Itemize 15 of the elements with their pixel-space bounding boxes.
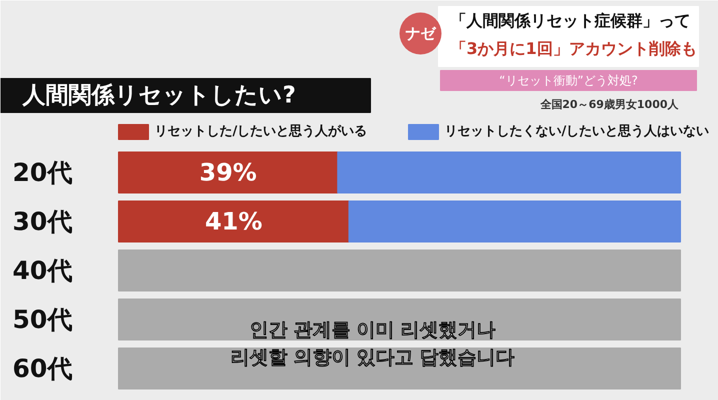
text: 全国20～69歳男女1000人 [539,98,680,111]
y-tick-label: 40代 [12,256,72,285]
y-tick-label: 60代 [12,354,72,383]
legend-label: リセットした/したいと思う人がいる [154,124,368,139]
legend-label: リセットしたくない/したいと思う人はいない [444,124,710,139]
text: ナゼ [406,24,436,42]
data-label: 39% [199,158,257,186]
text: “リセット衝動”どう対処? [499,74,638,88]
text: 「3か月に1回」アカウント削除も [450,39,697,58]
y-tick-label: 50代 [12,305,72,334]
text: 「人間関係リセット症候群」って [450,11,690,30]
chart-title: 人間関係リセットしたい? [22,82,296,108]
y-tick-label: 30代 [12,207,72,236]
y-tick-label: 20代 [12,158,72,187]
data-label: 41% [204,208,262,236]
